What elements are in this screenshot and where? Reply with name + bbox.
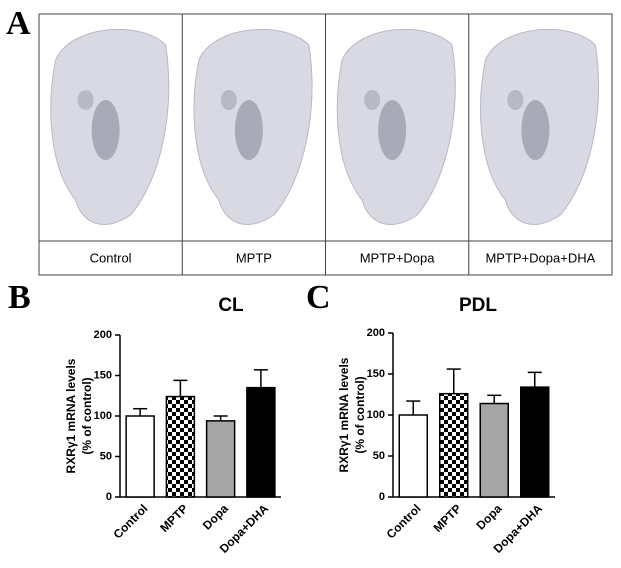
x-tick-label: Dopa [474, 501, 505, 532]
x-tick-label: Control [110, 501, 150, 541]
y-tick-label: 0 [106, 491, 112, 503]
y-axis-label: (% of control) [80, 377, 94, 454]
brain-region [364, 90, 381, 110]
brain-region [220, 90, 237, 110]
x-tick-label: Dopa [200, 501, 231, 532]
brain-region [77, 90, 94, 110]
brain-region [378, 100, 407, 160]
bar [439, 392, 469, 498]
y-tick-label: 150 [367, 368, 385, 380]
x-tick-label: MPTP [157, 501, 190, 534]
y-tick-label: 100 [94, 410, 112, 422]
section-label: MPTP+Dopa+DHA [485, 250, 595, 265]
y-axis-label: (% of control) [353, 376, 367, 453]
panel-letter: B [8, 279, 31, 316]
brain-region [507, 90, 524, 110]
bar [205, 420, 236, 498]
y-tick-label: 50 [100, 450, 112, 462]
y-tick-label: 50 [373, 450, 385, 462]
bar [398, 414, 428, 498]
brain-region [234, 100, 263, 160]
chart-title: CL [218, 295, 244, 316]
panel-letter: A [6, 5, 31, 42]
bar [165, 395, 196, 498]
bar [125, 415, 155, 498]
y-tick-label: 0 [379, 491, 385, 503]
y-tick-label: 200 [367, 327, 385, 339]
x-tick-label: Control [384, 501, 424, 541]
section-label: Control [90, 250, 132, 265]
y-tick-label: 100 [367, 409, 385, 421]
brain-region [521, 100, 550, 160]
brain-region [91, 100, 120, 160]
chart-title: PDL [459, 295, 497, 316]
bar [246, 386, 276, 498]
y-axis-label: RXRγ1 mRNA levels [64, 358, 78, 473]
x-tick-label: MPTP [431, 501, 464, 534]
bar [479, 402, 509, 498]
section-label: MPTP+Dopa [360, 250, 436, 265]
bar [520, 386, 550, 498]
section-label: MPTP [236, 250, 272, 265]
panel-letter: C [306, 279, 331, 316]
y-tick-label: 200 [94, 329, 112, 341]
y-axis-label: RXRγ1 mRNA levels [337, 357, 351, 472]
y-tick-label: 150 [94, 369, 112, 381]
